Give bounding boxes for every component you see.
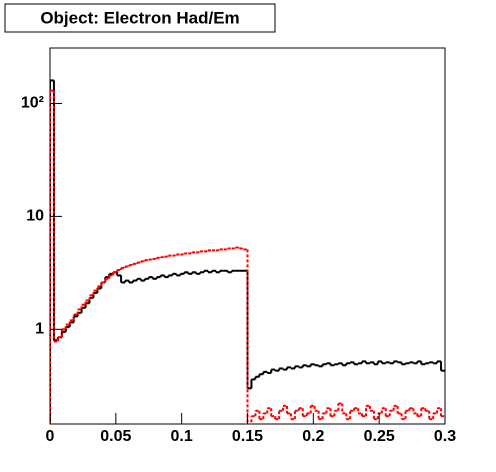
- y-tick-label: 10: [26, 208, 44, 225]
- x-tick-label: 0.05: [100, 428, 131, 445]
- y-tick-label: 1: [35, 321, 44, 338]
- x-tick-label: 0.1: [171, 428, 193, 445]
- x-tick-label: 0.25: [364, 428, 395, 445]
- x-tick-label: 0.2: [302, 428, 324, 445]
- x-tick-label: 0: [46, 428, 55, 445]
- y-tick-label: 10²: [21, 95, 44, 112]
- plot-area: [50, 80, 445, 442]
- x-tick-label: 0.15: [232, 428, 263, 445]
- title-box: [4, 3, 276, 33]
- chart-title: Object: Electron Had/Em: [40, 8, 239, 27]
- x-tick-label: 0.3: [434, 428, 456, 445]
